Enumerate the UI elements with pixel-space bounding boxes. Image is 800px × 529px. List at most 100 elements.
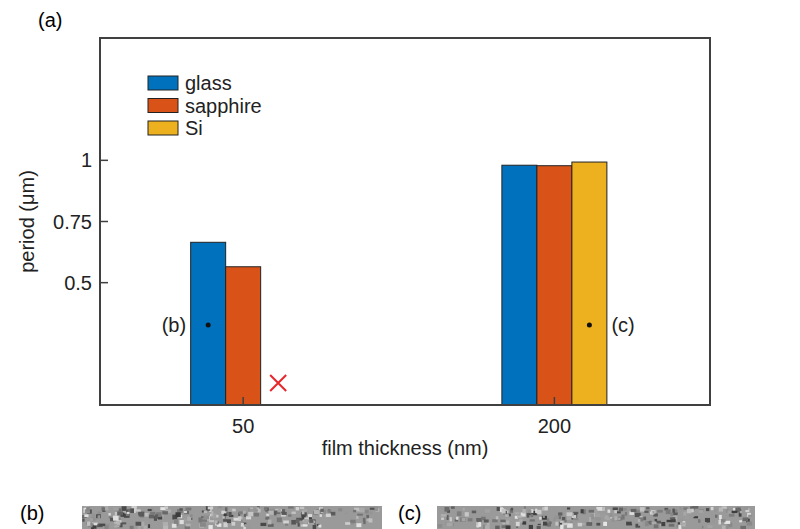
sem-texture — [366, 515, 369, 518]
sem-texture — [707, 525, 712, 528]
sem-texture — [98, 515, 101, 518]
sem-texture — [296, 519, 300, 524]
sem-texture — [451, 506, 455, 508]
sem-texture — [625, 512, 627, 516]
sem-texture — [740, 511, 742, 513]
sem-texture — [117, 511, 123, 515]
sem-texture — [483, 520, 488, 523]
sem-texture — [613, 507, 618, 510]
sem-texture — [739, 520, 742, 522]
sem-texture — [705, 518, 710, 522]
sem-texture — [229, 511, 232, 516]
sem-texture — [657, 510, 662, 513]
annotation: (c) — [611, 314, 634, 336]
sem-texture — [698, 519, 700, 523]
sem-texture — [264, 508, 267, 510]
sem-texture — [97, 512, 101, 514]
sem-texture — [148, 509, 152, 511]
sem-texture — [305, 513, 307, 516]
sem-texture — [711, 507, 714, 510]
panel-label: (b) — [20, 502, 44, 524]
sem-texture — [318, 525, 321, 528]
sem-texture — [113, 507, 118, 510]
sem-texture — [204, 511, 207, 514]
x-tick-label: 200 — [538, 415, 571, 437]
sem-texture — [298, 523, 300, 527]
sem-texture — [667, 520, 672, 522]
sem-texture — [651, 522, 657, 524]
sem-texture — [124, 514, 130, 518]
sem-texture — [535, 521, 540, 523]
sem-texture — [313, 524, 317, 528]
sem-texture — [543, 514, 545, 518]
sem-texture — [227, 519, 231, 523]
sem-texture — [165, 506, 168, 508]
legend-swatch — [148, 99, 178, 113]
sem-texture — [180, 520, 184, 524]
sem-texture — [743, 518, 748, 522]
sem-texture — [208, 506, 213, 509]
x-tick — [554, 397, 556, 405]
sem-texture — [610, 517, 612, 519]
sem-texture — [143, 526, 146, 529]
y-tick-label: 1 — [81, 149, 92, 171]
sem-texture — [595, 509, 597, 514]
sem-texture — [241, 523, 244, 527]
sem-texture — [638, 522, 642, 525]
sem-texture — [215, 521, 218, 524]
sem-texture — [732, 511, 738, 513]
sem-texture — [184, 511, 187, 513]
sem-texture — [138, 525, 141, 529]
sem-texture — [277, 518, 282, 523]
sem-texture — [603, 522, 607, 526]
sem-texture — [679, 507, 682, 510]
sem-texture — [239, 511, 243, 514]
sem-texture — [565, 520, 567, 522]
sem-texture — [234, 518, 239, 521]
sem-texture — [495, 526, 500, 529]
panel-label: (c) — [398, 502, 421, 524]
sem-texture — [596, 523, 600, 526]
sem-texture — [528, 510, 531, 514]
sem-texture — [149, 515, 155, 519]
sem-texture — [320, 509, 323, 512]
sem-texture — [96, 514, 101, 518]
sem-texture — [618, 518, 621, 520]
legend: glasssapphireSi — [148, 72, 262, 139]
sem-texture — [718, 520, 720, 524]
sem-texture — [712, 520, 715, 523]
sem-texture — [345, 522, 350, 525]
sem-texture — [155, 514, 158, 518]
bar — [572, 162, 607, 405]
sem-texture — [86, 506, 89, 510]
sem-texture — [506, 521, 509, 524]
sem-texture — [91, 517, 96, 521]
sem-texture — [122, 522, 127, 524]
bar — [502, 165, 537, 405]
sem-texture — [485, 525, 490, 529]
sem-texture — [258, 509, 261, 513]
sem-texture — [314, 510, 320, 514]
x-tick-label: 50 — [232, 415, 254, 437]
sem-texture — [522, 509, 525, 513]
sem-texture — [174, 519, 178, 524]
sem-texture — [610, 513, 613, 516]
sem-texture — [87, 521, 91, 525]
sem-texture — [563, 523, 568, 525]
sem-texture — [672, 509, 674, 513]
bar — [537, 166, 572, 405]
sem-texture — [581, 509, 584, 513]
sem-texture — [553, 518, 555, 521]
sem-texture — [218, 506, 222, 508]
legend-label: sapphire — [185, 95, 262, 117]
sem-texture — [108, 513, 110, 515]
sem-texture — [130, 508, 134, 513]
sem-texture — [198, 517, 201, 522]
y-tick-label: 0.75 — [53, 211, 92, 233]
sem-texture — [136, 509, 141, 511]
sem-texture — [631, 509, 637, 512]
sem-texture — [607, 509, 610, 512]
sem-texture — [661, 522, 665, 526]
sem-texture — [303, 524, 308, 526]
sem-texture — [200, 522, 206, 526]
